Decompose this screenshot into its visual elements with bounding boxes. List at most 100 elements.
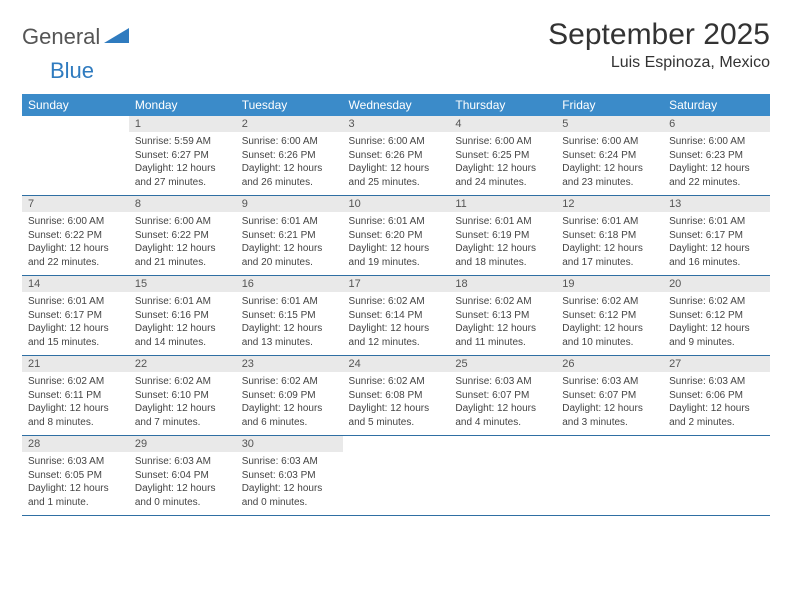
day-body: Sunrise: 6:01 AMSunset: 6:18 PMDaylight:… [556,212,663,275]
sunrise-text: Sunrise: 6:02 AM [242,375,337,389]
daylight-text: Daylight: 12 hours and 0 minutes. [135,482,230,509]
sunrise-text: Sunrise: 6:01 AM [455,215,550,229]
calendar-cell: 24Sunrise: 6:02 AMSunset: 6:08 PMDayligh… [343,356,450,436]
day-number: 22 [129,356,236,372]
sunrise-text: Sunrise: 6:02 AM [349,295,444,309]
sunset-text: Sunset: 6:05 PM [28,469,123,483]
daylight-text: Daylight: 12 hours and 4 minutes. [455,402,550,429]
daylight-text: Daylight: 12 hours and 20 minutes. [242,242,337,269]
calendar-week-row: 7Sunrise: 6:00 AMSunset: 6:22 PMDaylight… [22,196,770,276]
day-number: 20 [663,276,770,292]
calendar-cell: 5Sunrise: 6:00 AMSunset: 6:24 PMDaylight… [556,116,663,196]
calendar-cell: 17Sunrise: 6:02 AMSunset: 6:14 PMDayligh… [343,276,450,356]
day-body: Sunrise: 6:03 AMSunset: 6:07 PMDaylight:… [449,372,556,435]
day-number: 1 [129,116,236,132]
day-body: Sunrise: 6:00 AMSunset: 6:22 PMDaylight:… [22,212,129,275]
daylight-text: Daylight: 12 hours and 10 minutes. [562,322,657,349]
sunrise-text: Sunrise: 6:01 AM [669,215,764,229]
calendar-cell: 7Sunrise: 6:00 AMSunset: 6:22 PMDaylight… [22,196,129,276]
daylight-text: Daylight: 12 hours and 22 minutes. [669,162,764,189]
day-body: Sunrise: 6:01 AMSunset: 6:21 PMDaylight:… [236,212,343,275]
sunrise-text: Sunrise: 6:00 AM [455,135,550,149]
daylight-text: Daylight: 12 hours and 15 minutes. [28,322,123,349]
calendar-cell [556,436,663,516]
calendar-cell: 11Sunrise: 6:01 AMSunset: 6:19 PMDayligh… [449,196,556,276]
day-body: Sunrise: 6:00 AMSunset: 6:26 PMDaylight:… [236,132,343,195]
day-body: Sunrise: 6:03 AMSunset: 6:07 PMDaylight:… [556,372,663,435]
daylight-text: Daylight: 12 hours and 6 minutes. [242,402,337,429]
sunset-text: Sunset: 6:26 PM [349,149,444,163]
calendar-cell: 22Sunrise: 6:02 AMSunset: 6:10 PMDayligh… [129,356,236,436]
month-title: September 2025 [548,18,770,52]
calendar-header-row: SundayMondayTuesdayWednesdayThursdayFrid… [22,94,770,116]
sunset-text: Sunset: 6:18 PM [562,229,657,243]
day-body: Sunrise: 6:01 AMSunset: 6:19 PMDaylight:… [449,212,556,275]
sunrise-text: Sunrise: 6:02 AM [562,295,657,309]
sunset-text: Sunset: 6:20 PM [349,229,444,243]
daylight-text: Daylight: 12 hours and 2 minutes. [669,402,764,429]
calendar-cell: 25Sunrise: 6:03 AMSunset: 6:07 PMDayligh… [449,356,556,436]
calendar-cell: 14Sunrise: 6:01 AMSunset: 6:17 PMDayligh… [22,276,129,356]
day-number [22,116,129,132]
daylight-text: Daylight: 12 hours and 3 minutes. [562,402,657,429]
day-number: 10 [343,196,450,212]
day-body: Sunrise: 6:01 AMSunset: 6:20 PMDaylight:… [343,212,450,275]
daylight-text: Daylight: 12 hours and 26 minutes. [242,162,337,189]
calendar-cell: 12Sunrise: 6:01 AMSunset: 6:18 PMDayligh… [556,196,663,276]
sunset-text: Sunset: 6:09 PM [242,389,337,403]
sunrise-text: Sunrise: 6:03 AM [669,375,764,389]
day-number: 19 [556,276,663,292]
day-body [449,452,556,512]
daylight-text: Daylight: 12 hours and 23 minutes. [562,162,657,189]
day-body: Sunrise: 6:01 AMSunset: 6:17 PMDaylight:… [22,292,129,355]
daylight-text: Daylight: 12 hours and 12 minutes. [349,322,444,349]
day-header: Sunday [22,94,129,116]
daylight-text: Daylight: 12 hours and 9 minutes. [669,322,764,349]
sunset-text: Sunset: 6:21 PM [242,229,337,243]
day-number: 28 [22,436,129,452]
calendar-cell [343,436,450,516]
sunset-text: Sunset: 6:23 PM [669,149,764,163]
calendar-week-row: 28Sunrise: 6:03 AMSunset: 6:05 PMDayligh… [22,436,770,516]
day-header: Tuesday [236,94,343,116]
sunrise-text: Sunrise: 6:01 AM [28,295,123,309]
day-number: 6 [663,116,770,132]
daylight-text: Daylight: 12 hours and 11 minutes. [455,322,550,349]
day-body: Sunrise: 6:02 AMSunset: 6:10 PMDaylight:… [129,372,236,435]
daylight-text: Daylight: 12 hours and 8 minutes. [28,402,123,429]
calendar-cell: 8Sunrise: 6:00 AMSunset: 6:22 PMDaylight… [129,196,236,276]
day-number: 25 [449,356,556,372]
sunset-text: Sunset: 6:08 PM [349,389,444,403]
sunset-text: Sunset: 6:04 PM [135,469,230,483]
sunrise-text: Sunrise: 6:03 AM [455,375,550,389]
sunrise-text: Sunrise: 6:03 AM [562,375,657,389]
daylight-text: Daylight: 12 hours and 7 minutes. [135,402,230,429]
day-number: 16 [236,276,343,292]
sunset-text: Sunset: 6:19 PM [455,229,550,243]
daylight-text: Daylight: 12 hours and 1 minute. [28,482,123,509]
day-body: Sunrise: 6:01 AMSunset: 6:15 PMDaylight:… [236,292,343,355]
calendar-cell: 6Sunrise: 6:00 AMSunset: 6:23 PMDaylight… [663,116,770,196]
day-body: Sunrise: 6:02 AMSunset: 6:11 PMDaylight:… [22,372,129,435]
calendar-week-row: 1Sunrise: 5:59 AMSunset: 6:27 PMDaylight… [22,116,770,196]
sunset-text: Sunset: 6:22 PM [28,229,123,243]
sunrise-text: Sunrise: 6:02 AM [455,295,550,309]
calendar-table: SundayMondayTuesdayWednesdayThursdayFrid… [22,94,770,516]
sunset-text: Sunset: 6:10 PM [135,389,230,403]
sunrise-text: Sunrise: 6:03 AM [135,455,230,469]
daylight-text: Daylight: 12 hours and 25 minutes. [349,162,444,189]
sunrise-text: Sunrise: 6:02 AM [28,375,123,389]
day-body: Sunrise: 6:00 AMSunset: 6:24 PMDaylight:… [556,132,663,195]
daylight-text: Daylight: 12 hours and 24 minutes. [455,162,550,189]
calendar-cell: 29Sunrise: 6:03 AMSunset: 6:04 PMDayligh… [129,436,236,516]
day-header: Thursday [449,94,556,116]
day-header: Monday [129,94,236,116]
daylight-text: Daylight: 12 hours and 13 minutes. [242,322,337,349]
title-block: September 2025 Luis Espinoza, Mexico [548,18,770,72]
sunrise-text: Sunrise: 6:00 AM [242,135,337,149]
day-body: Sunrise: 5:59 AMSunset: 6:27 PMDaylight:… [129,132,236,195]
calendar-cell: 10Sunrise: 6:01 AMSunset: 6:20 PMDayligh… [343,196,450,276]
sunrise-text: Sunrise: 6:01 AM [349,215,444,229]
day-header: Friday [556,94,663,116]
daylight-text: Daylight: 12 hours and 16 minutes. [669,242,764,269]
